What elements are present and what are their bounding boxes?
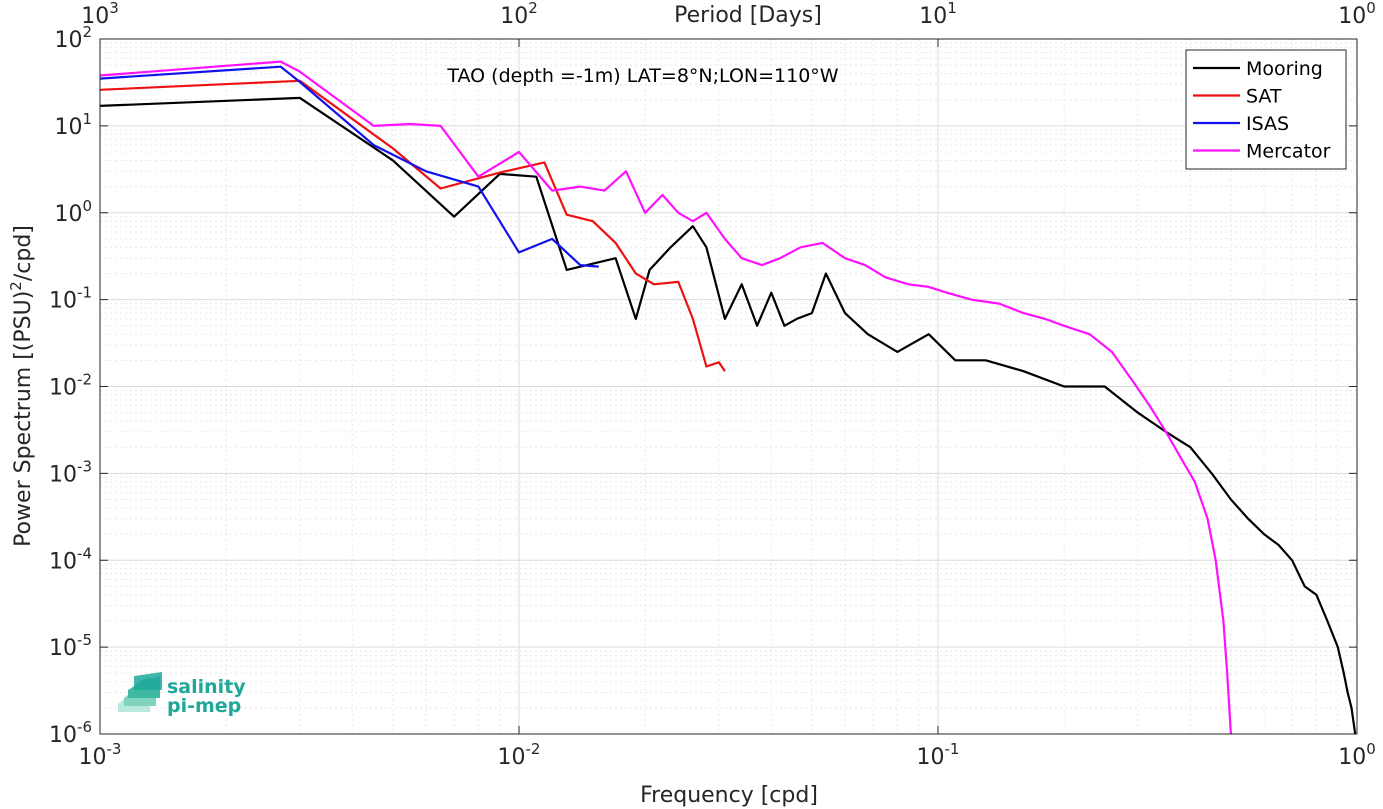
y-axis-label-main: Power Spectrum [(PSU) bbox=[11, 291, 36, 547]
logo-text-line2: pi-mep bbox=[167, 695, 241, 717]
y-axis-label-tail: /cpd] bbox=[11, 225, 36, 281]
legend-label-isas: ISAS bbox=[1246, 113, 1289, 135]
top-tick-label: 101 bbox=[919, 0, 957, 29]
y-tick-label-base: 10 bbox=[49, 376, 77, 401]
legend-label-mercator: Mercator bbox=[1246, 141, 1331, 163]
x-tick-label: 100 bbox=[1338, 740, 1376, 770]
y-tick-label-exp: -5 bbox=[77, 631, 92, 649]
legend-label-sat: SAT bbox=[1246, 86, 1282, 108]
x-tick-label-exp: -3 bbox=[107, 740, 122, 758]
y-tick-label-exp: 1 bbox=[82, 110, 92, 128]
x-tick-label-base: 10 bbox=[498, 745, 526, 770]
top-tick-label: 103 bbox=[81, 0, 119, 29]
x-tick-label: 10-3 bbox=[79, 740, 122, 770]
top-tick-label-exp: 0 bbox=[1366, 0, 1376, 17]
y-tick-label: 102 bbox=[54, 23, 92, 53]
top-tick-label-exp: 1 bbox=[947, 0, 957, 17]
y-tick-label: 10-4 bbox=[49, 544, 92, 574]
legend-label-mooring: Mooring bbox=[1246, 58, 1323, 80]
y-tick-label-exp: -3 bbox=[77, 457, 92, 475]
top-tick-label-exp: 2 bbox=[528, 0, 538, 17]
y-tick-label-exp: -2 bbox=[77, 371, 92, 389]
y-tick-label-base: 10 bbox=[49, 636, 77, 661]
tick-labels: 10-3 10-2 10-1 10010-610-510-410-310-210-11… bbox=[49, 0, 1376, 770]
top-tick-label: 102 bbox=[500, 0, 538, 29]
y-tick-label: 10-6 bbox=[49, 718, 92, 748]
y-tick-label: 10-5 bbox=[49, 631, 92, 661]
legend-box bbox=[1185, 49, 1347, 170]
x-axis-label: Frequency [cpd] bbox=[640, 783, 818, 808]
y-tick-label: 10-1 bbox=[49, 284, 92, 314]
y-tick-label-base: 10 bbox=[49, 462, 77, 487]
top-x-axis-label: Period [Days] bbox=[674, 3, 822, 28]
chart-title: TAO (depth =-1m) LAT=8°N;LON=110°W bbox=[446, 65, 838, 87]
top-tick-label-base: 10 bbox=[919, 4, 947, 29]
series-line-mooring bbox=[99, 96, 1357, 735]
y-tick-label-base: 10 bbox=[49, 723, 77, 748]
x-tick-label: 10-2 bbox=[498, 740, 541, 770]
y-tick-label-base: 10 bbox=[49, 289, 77, 314]
series-layer bbox=[99, 60, 1357, 735]
x-tick-label-base: 10 bbox=[1338, 745, 1366, 770]
y-tick-label-exp: -4 bbox=[77, 544, 92, 562]
y-tick-label-exp: -1 bbox=[77, 284, 92, 302]
top-tick-label: 100 bbox=[1338, 0, 1376, 29]
series-line-sat bbox=[99, 79, 726, 372]
x-tick-label: 10-1 bbox=[917, 740, 960, 770]
logo-text-line1: salinity bbox=[167, 676, 246, 698]
x-tick-label-exp: 0 bbox=[1366, 740, 1376, 758]
y-tick-label-base: 10 bbox=[49, 549, 77, 574]
legend: Mooring SAT ISAS Mercator bbox=[1185, 49, 1347, 170]
ticks bbox=[99, 38, 1358, 735]
y-tick-label: 100 bbox=[54, 197, 92, 227]
top-tick-label-base: 10 bbox=[500, 4, 528, 29]
y-tick-label-exp: -6 bbox=[77, 718, 92, 736]
y-axis-label-sup: 2 bbox=[7, 281, 25, 291]
top-tick-label-base: 10 bbox=[81, 4, 109, 29]
legend-items: Mooring SAT ISAS Mercator bbox=[1193, 58, 1331, 163]
y-tick-label: 10-3 bbox=[49, 457, 92, 487]
x-tick-label-exp: -1 bbox=[945, 740, 960, 758]
logo-mark-icon bbox=[118, 672, 162, 712]
x-tick-label-exp: -2 bbox=[526, 740, 541, 758]
y-axis-label: Power Spectrum [(PSU)2/cpd] bbox=[7, 225, 36, 547]
top-tick-label-base: 10 bbox=[1338, 4, 1366, 29]
series-line-mercator bbox=[99, 60, 1232, 735]
y-tick-label-base: 10 bbox=[54, 28, 82, 53]
y-tick-label: 101 bbox=[54, 110, 92, 140]
salinity-pi-mep-logo: salinity pi-mep bbox=[118, 672, 246, 717]
x-tick-label-base: 10 bbox=[79, 745, 107, 770]
y-tick-label-exp: 2 bbox=[82, 23, 92, 41]
y-tick-label-exp: 0 bbox=[82, 197, 92, 215]
top-tick-label-exp: 3 bbox=[109, 0, 119, 17]
y-tick-label-base: 10 bbox=[54, 115, 82, 140]
y-tick-label: 10-2 bbox=[49, 371, 92, 401]
series-line-isas bbox=[99, 65, 599, 268]
y-tick-label-base: 10 bbox=[54, 202, 82, 227]
x-tick-label-base: 10 bbox=[917, 745, 945, 770]
